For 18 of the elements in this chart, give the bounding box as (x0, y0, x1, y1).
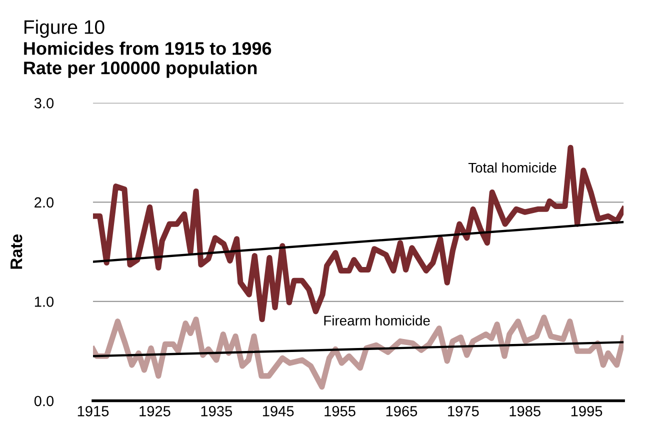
x-tick-label: 1935 (201, 406, 232, 416)
x-tick-label: 1965 (386, 406, 418, 416)
y-tick-label: 1.0 (34, 296, 54, 307)
x-tick-label: 1985 (510, 406, 540, 416)
y-axis-title: Rate (10, 234, 22, 269)
x-tick-label: 1925 (140, 406, 170, 416)
y-tick-label: 2.0 (34, 197, 54, 208)
x-tick-label: 1915 (78, 406, 109, 416)
x-tick-label: 1995 (571, 406, 602, 416)
y-tick-label: 0.0 (34, 396, 54, 406)
x-tick-label: 1945 (262, 406, 294, 416)
series-label: Firearm homicide (324, 315, 430, 326)
y-tick-label: 3.0 (34, 98, 54, 108)
chart-subtitle: Homicides from 1915 to 1996 Rate per 100000 population (24, 42, 272, 78)
x-tick-label: 1955 (324, 406, 356, 416)
x-tick-label: 1975 (448, 406, 479, 416)
chart-title: Figure 10 (24, 20, 104, 38)
series-label: Total homicide (468, 162, 556, 173)
